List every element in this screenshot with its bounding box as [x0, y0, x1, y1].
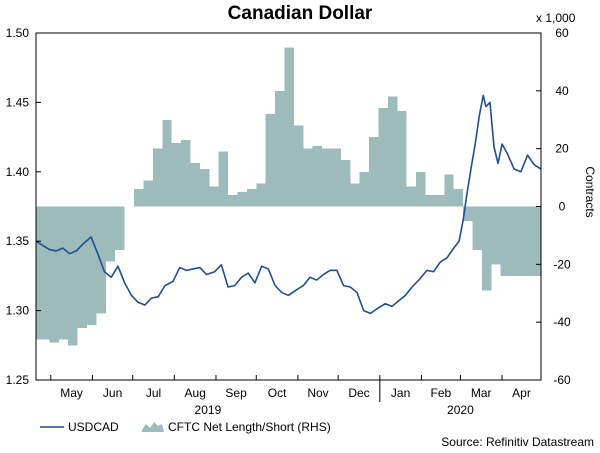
cftc-area-bar: [510, 206, 520, 276]
cftc-area-series: [36, 47, 542, 346]
cftc-area-bar: [143, 180, 153, 207]
cftc-area-bar: [96, 206, 106, 314]
cftc-area-bar: [378, 108, 388, 207]
cftc-area-bar: [199, 168, 210, 207]
cftc-area-bar: [369, 137, 379, 207]
left-axis-tick-label: 1.30: [6, 304, 30, 318]
right-axis-ticks: -60 -40 -20 0 20 40 60: [536, 26, 571, 387]
x-axis-month-label: Jan: [391, 386, 410, 400]
cftc-area-bar: [463, 206, 473, 221]
legend: USDCAD CFTC Net Length/Short (RHS): [40, 420, 331, 434]
cftc-area-bar: [284, 47, 294, 207]
cftc-area-bar: [190, 163, 200, 207]
x-axis-month-label: May: [60, 386, 83, 400]
cftc-area-bar: [218, 151, 229, 207]
right-axis-tick-label: 60: [555, 26, 569, 40]
legend-cftc-label: CFTC Net Length/Short (RHS): [168, 420, 331, 434]
cftc-area-bar: [359, 171, 370, 207]
cftc-area-bar: [491, 206, 501, 265]
cftc-area-bar: [500, 206, 511, 276]
cftc-area-bar: [237, 192, 247, 207]
cftc-area-bar: [350, 183, 360, 207]
cftc-area-bar: [181, 139, 191, 207]
cftc-area-bar: [58, 206, 69, 340]
right-axis-label: Contracts: [583, 166, 597, 217]
x-axis-month-label: Sep: [225, 386, 247, 400]
cftc-area-bar: [256, 183, 266, 207]
cftc-area-bar: [519, 206, 529, 276]
cftc-area-bar: [265, 113, 276, 207]
left-axis-tick-label: 1.35: [6, 234, 30, 248]
cftc-area-bar: [171, 142, 182, 207]
cftc-area-bar: [87, 206, 97, 326]
cftc-area-bar: [416, 171, 426, 207]
cftc-area-bar: [152, 148, 163, 207]
cftc-area-bar: [406, 186, 417, 207]
cftc-area-bar: [162, 119, 172, 207]
right-axis-tick-label: -20: [553, 257, 571, 271]
cftc-area-bar: [49, 206, 59, 343]
x-axis-month-label: Jul: [146, 386, 161, 400]
right-axis-tick-label: -40: [553, 315, 571, 329]
cftc-area-bar: [322, 148, 332, 207]
cftc-area-bar: [481, 206, 492, 291]
cftc-area-bar: [77, 206, 88, 328]
right-axis-tick-label: 20: [555, 142, 569, 156]
x-axis-month-label: Mar: [471, 386, 492, 400]
cftc-area-bar: [340, 160, 351, 207]
left-axis-tick-label: 1.25: [6, 373, 30, 387]
cftc-area-bar: [293, 125, 304, 207]
x-axis-month-label: Feb: [431, 386, 452, 400]
cftc-area-bar: [528, 206, 541, 276]
source-note: Source: Refinitiv Datastream: [441, 435, 594, 449]
cftc-area-bar: [36, 206, 50, 340]
x-axis-month-label: Dec: [348, 386, 369, 400]
x-axis-month-label: Oct: [268, 386, 287, 400]
x-axis-month-label: Jun: [103, 386, 122, 400]
cftc-area-bar: [303, 148, 313, 207]
cftc-area-bar: [444, 174, 454, 207]
cftc-area-bar: [246, 189, 257, 207]
cftc-area-bar: [331, 148, 341, 207]
cftc-area-bar: [397, 111, 407, 207]
x-axis-month-label: Nov: [307, 386, 328, 400]
cftc-area-bar: [209, 186, 219, 207]
cftc-area-bar: [425, 194, 435, 207]
x-axis-year-label: 2020: [447, 403, 474, 417]
legend-cftc-swatch: [142, 422, 164, 432]
right-axis-tick-label: 0: [559, 200, 566, 214]
chart-title: Canadian Dollar: [228, 3, 373, 24]
left-axis-ticks: 1.25 1.30 1.35 1.40 1.45 1.50: [6, 26, 41, 387]
cftc-area-bar: [453, 189, 464, 207]
legend-usdcad-label: USDCAD: [68, 420, 119, 434]
left-axis-tick-label: 1.40: [6, 165, 30, 179]
cftc-area-bar: [134, 189, 144, 207]
cftc-area-bar: [312, 145, 323, 207]
cftc-area-bar: [115, 206, 125, 250]
usdcad-line-series: [35, 94, 542, 315]
x-axis-month-label: Apr: [512, 386, 531, 400]
x-axis-ticks: May Jun Jul Aug Sep Oct Nov Dec Jan Feb Mar Apr: [50, 375, 531, 400]
usdcad-line: [35, 94, 542, 315]
cftc-area-bar: [105, 206, 116, 262]
x-axis-year-labels: 2019 2020: [195, 380, 474, 417]
x-axis-month-label: Aug: [185, 386, 206, 400]
x-axis-year-label: 2019: [195, 403, 222, 417]
left-axis-tick-label: 1.45: [6, 95, 30, 109]
right-axis-tick-label: 40: [555, 84, 569, 98]
cftc-area-bar: [275, 90, 285, 207]
left-axis-tick-label: 1.50: [6, 26, 30, 40]
cftc-area-bar: [434, 194, 445, 207]
cftc-area-bar: [387, 96, 398, 207]
cftc-area-bar: [228, 194, 238, 207]
cftc-area-bar: [472, 206, 482, 250]
cftc-area-bar: [68, 206, 78, 346]
right-axis-tick-label: -60: [553, 373, 571, 387]
right-axis-multiplier: x 1,000: [536, 11, 576, 25]
